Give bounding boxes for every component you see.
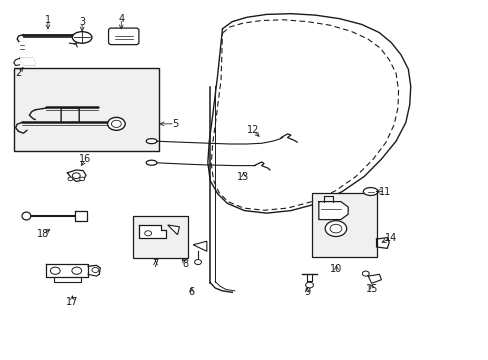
Text: 12: 12 — [246, 125, 259, 135]
Ellipse shape — [22, 212, 31, 220]
Bar — [311, 193, 376, 257]
Text: 7: 7 — [152, 258, 158, 269]
Circle shape — [107, 117, 125, 130]
Polygon shape — [19, 42, 25, 51]
Circle shape — [144, 231, 151, 236]
Text: 14: 14 — [384, 233, 397, 243]
Ellipse shape — [146, 160, 157, 165]
Text: 1: 1 — [45, 15, 51, 25]
Text: 5: 5 — [172, 119, 178, 129]
Ellipse shape — [146, 139, 157, 144]
Circle shape — [80, 177, 84, 181]
Circle shape — [72, 267, 81, 274]
Circle shape — [68, 177, 73, 181]
Polygon shape — [46, 264, 88, 277]
Text: 10: 10 — [329, 264, 342, 274]
Ellipse shape — [72, 32, 92, 43]
Text: 15: 15 — [366, 284, 378, 294]
Circle shape — [50, 267, 60, 274]
Polygon shape — [75, 211, 86, 221]
Circle shape — [362, 271, 368, 276]
Text: 16: 16 — [79, 154, 92, 164]
Text: 13: 13 — [237, 172, 249, 182]
Text: 8: 8 — [183, 258, 188, 269]
Ellipse shape — [363, 188, 377, 195]
Polygon shape — [167, 225, 179, 235]
Bar — [133, 216, 187, 258]
Polygon shape — [376, 238, 388, 248]
Polygon shape — [67, 170, 86, 181]
Text: 6: 6 — [188, 287, 194, 297]
Circle shape — [194, 260, 201, 265]
Polygon shape — [193, 241, 206, 251]
Circle shape — [329, 224, 341, 233]
Text: 11: 11 — [378, 186, 391, 197]
Text: 17: 17 — [66, 297, 79, 307]
Text: 4: 4 — [118, 14, 124, 24]
Text: 18: 18 — [37, 229, 49, 239]
Text: 2: 2 — [16, 68, 21, 78]
Text: 9: 9 — [304, 287, 309, 297]
Circle shape — [72, 173, 80, 179]
Text: 3: 3 — [79, 17, 85, 27]
Polygon shape — [20, 58, 35, 65]
Polygon shape — [139, 225, 166, 238]
Circle shape — [92, 267, 99, 273]
Polygon shape — [318, 202, 347, 220]
FancyBboxPatch shape — [108, 28, 139, 45]
Circle shape — [111, 120, 121, 127]
Bar — [14, 68, 159, 151]
Circle shape — [305, 282, 313, 288]
Circle shape — [325, 221, 346, 237]
